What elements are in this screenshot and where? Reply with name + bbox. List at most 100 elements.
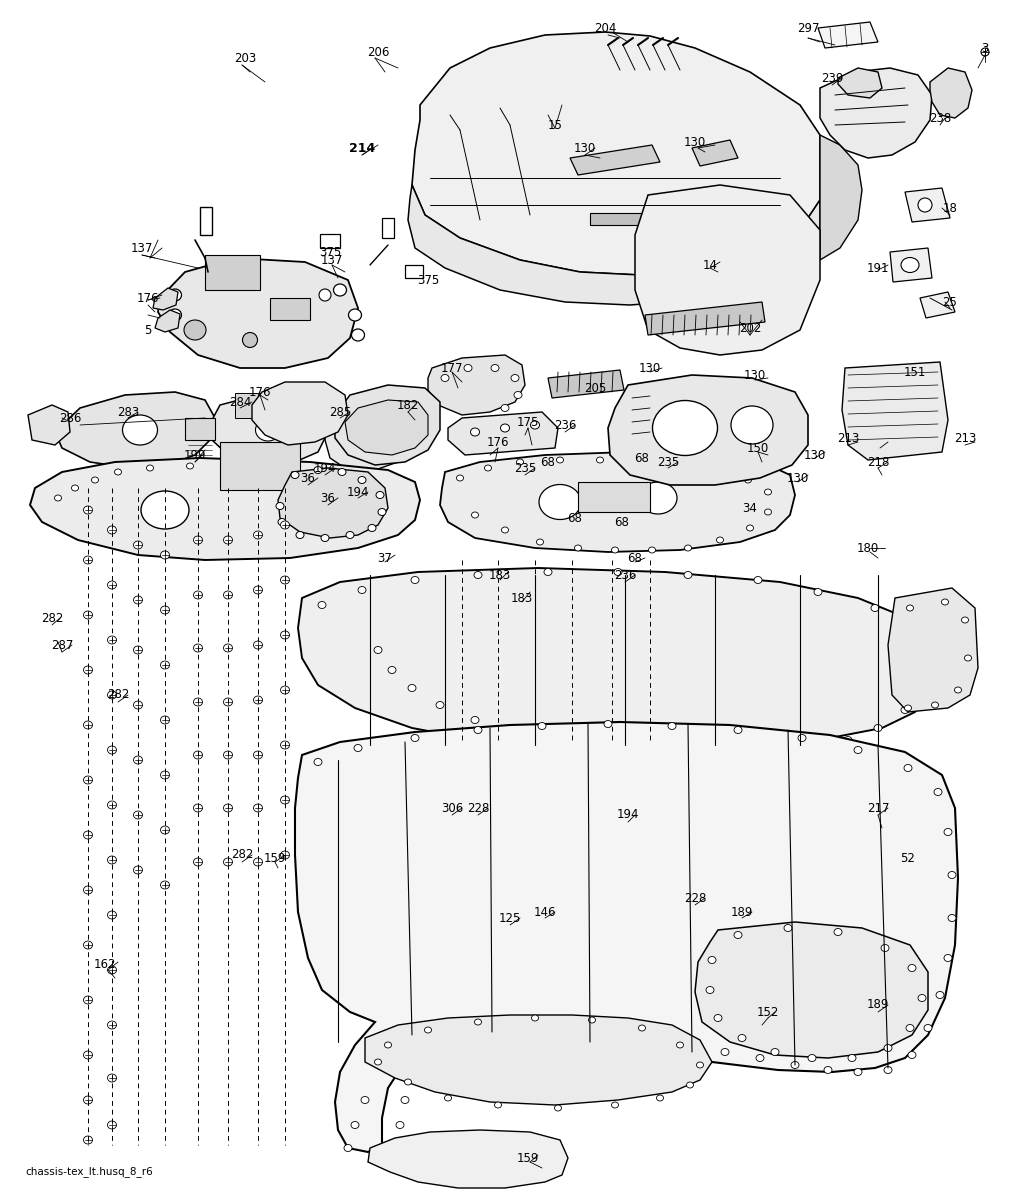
Ellipse shape xyxy=(84,611,92,619)
Ellipse shape xyxy=(581,1038,589,1046)
Ellipse shape xyxy=(281,686,290,694)
Ellipse shape xyxy=(254,695,262,704)
Text: 176: 176 xyxy=(137,292,160,305)
Ellipse shape xyxy=(474,571,482,578)
Ellipse shape xyxy=(501,424,510,433)
Ellipse shape xyxy=(396,1121,404,1128)
Ellipse shape xyxy=(756,1054,764,1061)
Ellipse shape xyxy=(906,605,913,611)
Ellipse shape xyxy=(530,421,540,429)
Ellipse shape xyxy=(108,581,117,589)
Text: 203: 203 xyxy=(233,51,256,65)
Ellipse shape xyxy=(358,477,366,484)
Polygon shape xyxy=(905,188,950,222)
Ellipse shape xyxy=(388,667,396,674)
Bar xyxy=(578,482,650,511)
Polygon shape xyxy=(888,588,978,712)
Text: 235: 235 xyxy=(656,455,679,468)
Ellipse shape xyxy=(854,1068,862,1076)
Ellipse shape xyxy=(161,606,170,614)
Ellipse shape xyxy=(948,914,956,921)
Text: 199: 199 xyxy=(183,448,206,461)
Ellipse shape xyxy=(223,858,232,866)
Ellipse shape xyxy=(223,750,232,759)
Text: 36: 36 xyxy=(301,472,315,484)
Text: 176: 176 xyxy=(486,435,509,448)
Ellipse shape xyxy=(721,1048,729,1055)
Polygon shape xyxy=(345,400,428,455)
Ellipse shape xyxy=(321,534,329,541)
Polygon shape xyxy=(820,68,932,158)
Ellipse shape xyxy=(108,746,117,754)
Ellipse shape xyxy=(161,881,170,889)
Ellipse shape xyxy=(734,744,742,752)
Text: 297: 297 xyxy=(797,22,819,35)
Ellipse shape xyxy=(256,419,281,441)
Text: 34: 34 xyxy=(742,502,758,515)
Polygon shape xyxy=(365,1015,712,1105)
Text: 283: 283 xyxy=(117,405,139,418)
Text: 282: 282 xyxy=(41,612,63,625)
Polygon shape xyxy=(570,145,660,174)
Ellipse shape xyxy=(354,744,362,752)
Ellipse shape xyxy=(291,472,299,478)
Ellipse shape xyxy=(686,1081,693,1087)
Polygon shape xyxy=(818,22,878,48)
Text: 151: 151 xyxy=(904,366,926,379)
Bar xyxy=(382,217,394,238)
Ellipse shape xyxy=(981,48,989,56)
Polygon shape xyxy=(930,68,972,118)
Ellipse shape xyxy=(848,1054,856,1061)
Ellipse shape xyxy=(604,721,612,728)
Ellipse shape xyxy=(677,1042,683,1048)
Text: 68: 68 xyxy=(541,455,555,468)
Ellipse shape xyxy=(314,466,322,473)
Polygon shape xyxy=(298,568,930,748)
Bar xyxy=(220,442,300,490)
Polygon shape xyxy=(368,1130,568,1188)
Ellipse shape xyxy=(715,467,722,473)
Ellipse shape xyxy=(338,468,346,476)
Ellipse shape xyxy=(746,525,754,531)
Polygon shape xyxy=(412,32,820,275)
Ellipse shape xyxy=(254,531,262,539)
Ellipse shape xyxy=(133,866,142,874)
Text: 36: 36 xyxy=(321,491,336,504)
Ellipse shape xyxy=(348,310,361,321)
Text: 18: 18 xyxy=(942,202,957,214)
Ellipse shape xyxy=(319,289,331,301)
Ellipse shape xyxy=(574,545,582,551)
Text: 282: 282 xyxy=(230,848,253,862)
Ellipse shape xyxy=(161,551,170,559)
Ellipse shape xyxy=(408,685,416,692)
Text: 3: 3 xyxy=(981,42,989,55)
Ellipse shape xyxy=(84,1096,92,1104)
Polygon shape xyxy=(890,249,932,282)
Ellipse shape xyxy=(376,491,384,498)
Ellipse shape xyxy=(108,1121,117,1129)
Ellipse shape xyxy=(254,586,262,594)
Ellipse shape xyxy=(696,1062,703,1068)
Ellipse shape xyxy=(555,1105,561,1111)
Ellipse shape xyxy=(474,1019,481,1025)
Ellipse shape xyxy=(621,744,629,752)
Ellipse shape xyxy=(484,465,492,471)
Ellipse shape xyxy=(962,617,969,623)
Ellipse shape xyxy=(651,1042,659,1048)
Text: 152: 152 xyxy=(757,1005,779,1018)
Polygon shape xyxy=(645,302,765,335)
Ellipse shape xyxy=(944,955,952,962)
Ellipse shape xyxy=(108,1021,117,1029)
Ellipse shape xyxy=(108,1074,117,1081)
Text: 159: 159 xyxy=(264,852,286,864)
Ellipse shape xyxy=(84,831,92,839)
Polygon shape xyxy=(920,292,955,318)
Bar xyxy=(200,207,212,235)
Ellipse shape xyxy=(639,1025,645,1031)
Ellipse shape xyxy=(358,587,366,594)
Polygon shape xyxy=(838,68,882,98)
Polygon shape xyxy=(55,392,215,468)
Ellipse shape xyxy=(108,636,117,644)
Ellipse shape xyxy=(425,1027,431,1032)
Ellipse shape xyxy=(708,956,716,963)
